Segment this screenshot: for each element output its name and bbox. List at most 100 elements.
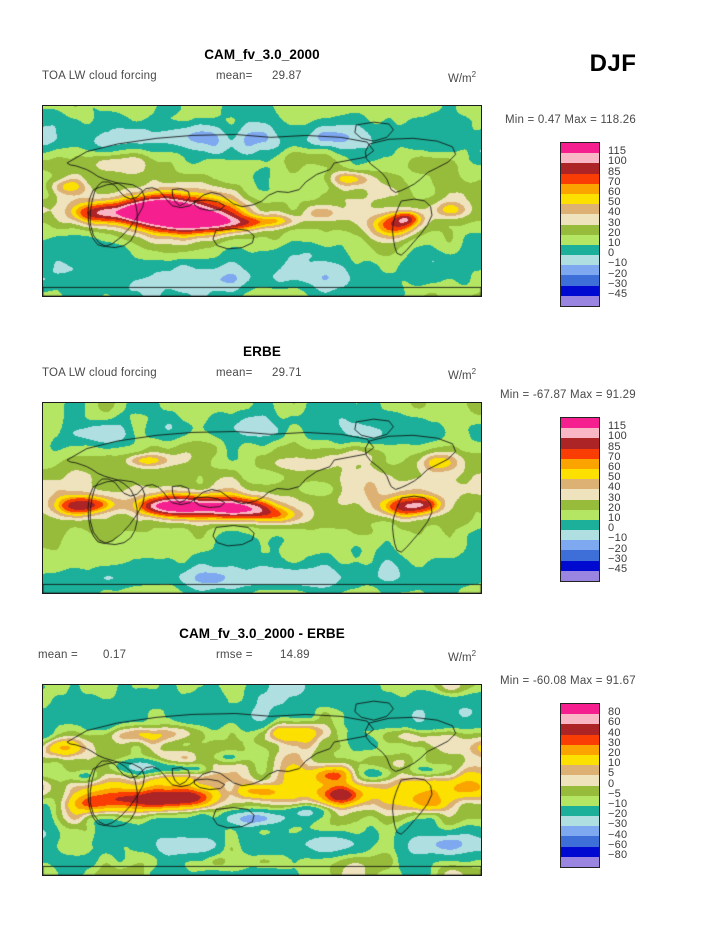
colorbar-tick-label: 20	[608, 747, 621, 759]
panel-diff-units: W/m2	[448, 649, 476, 664]
colorbar-band	[561, 560, 599, 571]
colorbar-tick-label: 80	[608, 706, 621, 719]
colorbar-tick-label: −10	[608, 798, 628, 810]
panel-model-variable: TOA LW cloud forcing	[42, 70, 157, 82]
colorbar-band	[561, 244, 599, 256]
colorbar-band	[561, 275, 599, 286]
colorbar-band	[561, 550, 599, 561]
colorbar-tick-label: 85	[608, 165, 621, 178]
colorbar-tick-label: 0	[608, 247, 615, 260]
colorbar-tick-label: −45	[608, 563, 628, 575]
season-label: DJF	[589, 50, 637, 77]
map-diff	[42, 684, 482, 876]
colorbar-band	[561, 754, 599, 766]
colorbar-tick-label: 60	[608, 716, 621, 729]
map-model-canvas	[43, 106, 481, 296]
colorbar-tick-label: −20	[608, 542, 628, 555]
panel-obs: ERBE TOA LW cloud forcing mean= 29.71 W/…	[0, 318, 723, 600]
colorbar-band	[561, 163, 599, 174]
colorbar-tick-label: −30	[608, 818, 628, 831]
colorbar-band	[561, 775, 599, 786]
colorbar-band	[561, 530, 599, 541]
colorbar-band	[561, 714, 599, 725]
colorbar-band	[561, 143, 599, 154]
colorbar-tick-label: 0	[608, 522, 615, 535]
colorbar-band	[561, 183, 599, 194]
colorbar-tick-label: 5	[608, 767, 615, 780]
colorbar-tick-label: 30	[608, 736, 621, 749]
panel-model-mean-value: 29.87	[272, 70, 302, 82]
colorbar-band	[561, 265, 599, 276]
colorbar-tick-label: 30	[608, 491, 621, 504]
colorbar-band	[561, 418, 599, 429]
map-obs-canvas	[43, 403, 481, 593]
colorbar-band	[561, 540, 599, 551]
colorbar-tick-label: −40	[608, 828, 628, 841]
colorbar-tick-label: −30	[608, 277, 628, 290]
colorbar-band	[561, 765, 599, 776]
colorbar-obs: 115 100 85 70 60 50 40 30 20 10 0 −10 −20 −30 −45	[560, 417, 690, 585]
colorbar-tick-label: 30	[608, 216, 621, 229]
panel-obs-mean-label: mean=	[216, 367, 253, 379]
colorbar-tick-label: 20	[608, 501, 621, 514]
colorbar-band	[561, 856, 599, 867]
colorbar-tick-label: 115	[608, 420, 627, 433]
minmax-obs: Min = -67.87 Max = 91.29	[500, 389, 636, 401]
colorbar-tick-label: 50	[608, 196, 621, 209]
panel-diff-rmse-label: rmse =	[216, 649, 253, 661]
colorbar-band	[561, 438, 599, 449]
colorbar-band	[561, 234, 599, 245]
colorbar-band	[561, 795, 599, 806]
panel-model-units-exp: 2	[471, 70, 477, 79]
colorbar-band	[561, 489, 599, 500]
colorbar-tick-label: 50	[608, 471, 621, 484]
colorbar-band	[561, 255, 599, 266]
colorbar-swatches	[560, 417, 600, 583]
colorbar-tick-label: 10	[608, 237, 621, 249]
colorbar-band	[561, 724, 599, 735]
colorbar-band	[561, 173, 599, 184]
colorbar-band	[561, 805, 599, 817]
colorbar-band	[561, 458, 599, 469]
panel-diff-units-text: W/m	[448, 651, 472, 664]
colorbar-tick-label: −60	[608, 838, 628, 851]
minmax-diff: Min = -60.08 Max = 91.67	[500, 675, 636, 687]
colorbar-tick-label: −5	[608, 787, 621, 800]
colorbar-tick-label: 40	[608, 481, 621, 494]
panel-obs-variable: TOA LW cloud forcing	[42, 367, 157, 379]
colorbar-band	[561, 836, 599, 847]
colorbar-tick-label: 70	[608, 175, 621, 188]
colorbar-tick-label: −20	[608, 267, 628, 280]
map-model	[42, 105, 482, 297]
colorbar-band	[561, 509, 599, 520]
colorbar-tick-label: −10	[608, 532, 628, 545]
colorbar-band	[561, 295, 599, 306]
colorbar-band	[561, 153, 599, 164]
panel-model: CAM_fv_3.0_2000 TOA LW cloud forcing mea…	[0, 0, 723, 318]
panel-diff-mean-value: 0.17	[103, 649, 127, 661]
colorbar-tick-label: 60	[608, 461, 621, 473]
colorbar-tick-label: 40	[608, 726, 621, 739]
colorbar-band	[561, 224, 599, 235]
panel-diff-rmse-value: 14.89	[280, 649, 310, 661]
panel-diff-title: CAM_fv_3.0_2000 - ERBE	[179, 626, 345, 641]
colorbar-band	[561, 826, 599, 837]
panel-model-units-text: W/m	[448, 72, 472, 85]
minmax-model: Min = 0.47 Max = 118.26	[505, 114, 636, 126]
colorbar-band	[561, 193, 599, 205]
panel-diff-mean-label: mean =	[38, 649, 78, 661]
colorbar-band	[561, 734, 599, 745]
colorbar-band	[561, 448, 599, 459]
panel-obs-title: ERBE	[243, 344, 281, 359]
colorbar-band	[561, 468, 599, 480]
colorbar-model: 115 100 85 70 60 50 40 30 20 10 0 −10 −20 −30 −45	[560, 142, 690, 310]
colorbar-band	[561, 704, 599, 715]
colorbar-band	[561, 816, 599, 827]
colorbar-tick-label: −45	[608, 288, 628, 300]
colorbar-tick-label: −30	[608, 552, 628, 565]
panel-model-mean-label: mean=	[216, 70, 253, 82]
panel-obs-units-text: W/m	[448, 369, 472, 382]
panel-obs-units: W/m2	[448, 367, 476, 382]
colorbar-band	[561, 570, 599, 581]
colorbar-tick-label: −80	[608, 849, 628, 861]
